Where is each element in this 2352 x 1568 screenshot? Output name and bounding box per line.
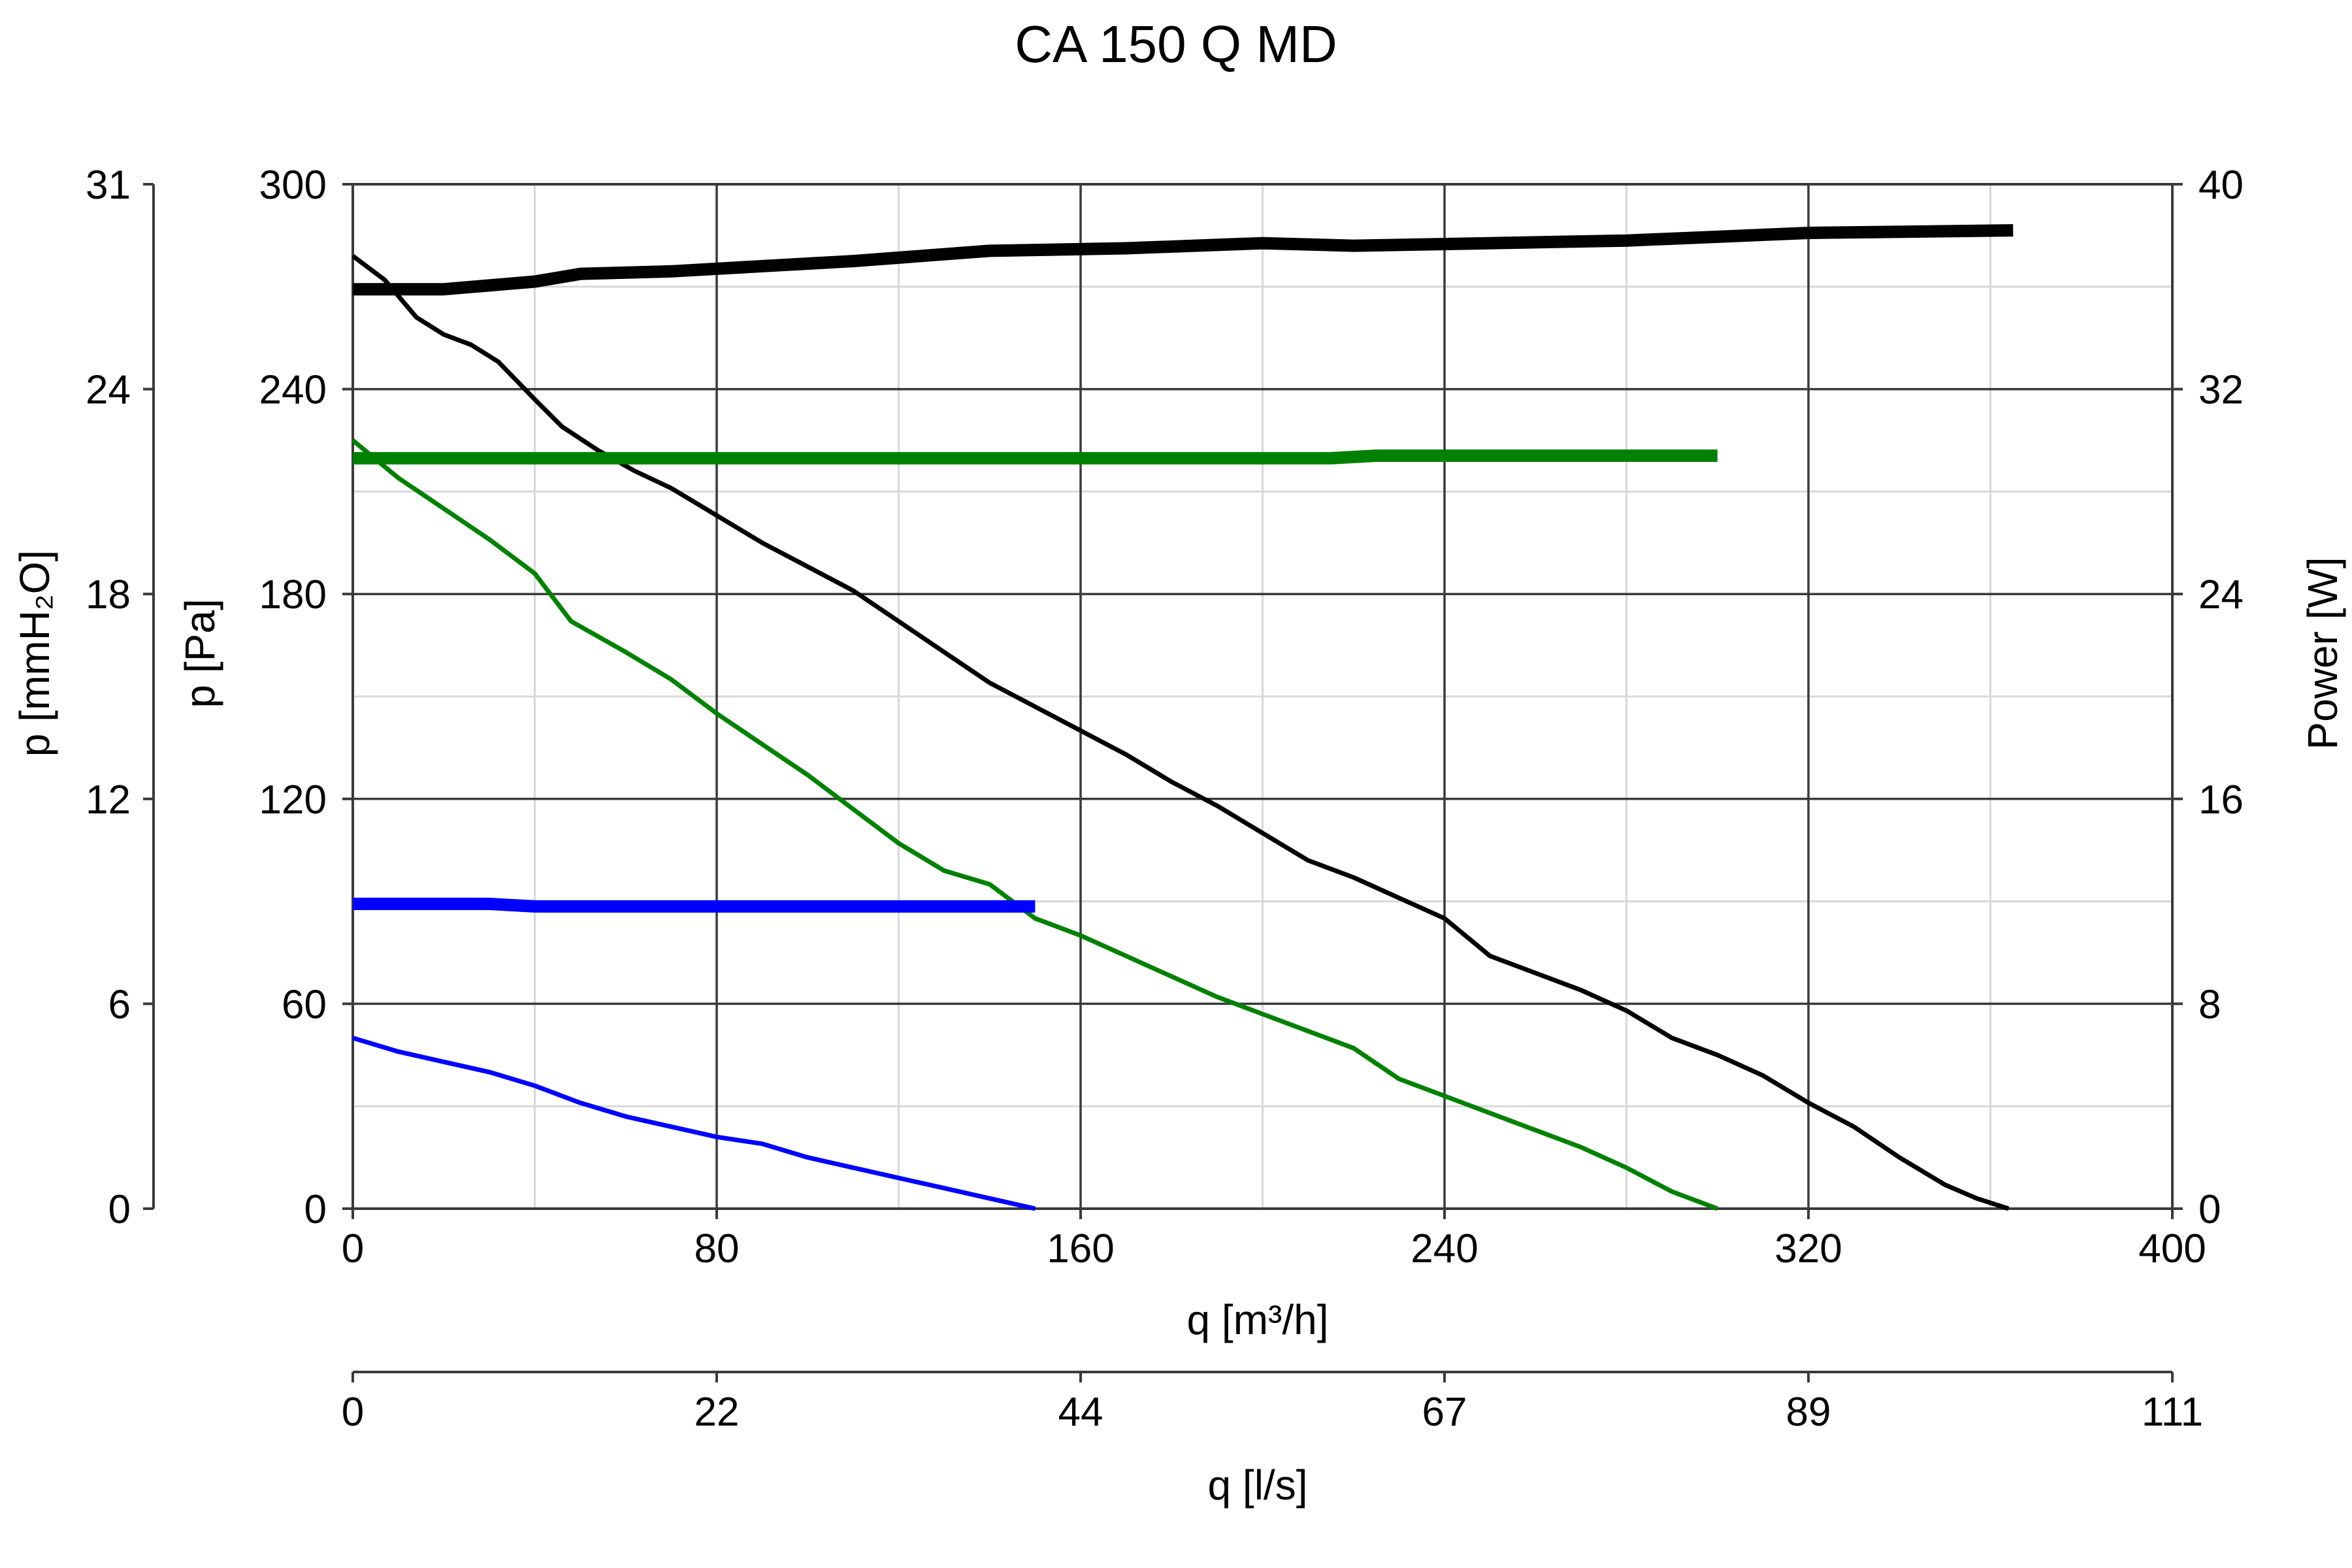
y2-tick-label: 12 [86,777,131,823]
x2-tick-label: 67 [1422,1390,1467,1435]
y2-tick-label: 24 [86,368,131,413]
plot-frame [351,183,2174,1210]
power-curve-5 [353,898,1036,913]
x-axis-label: q [m³/h] [1187,1296,1329,1343]
y-tick-label: 180 [259,572,327,617]
x-tick-label: 160 [1047,1226,1114,1271]
power-tick-label: 8 [2198,982,2221,1027]
x2-tick-label: 0 [342,1390,364,1435]
curves [351,224,2014,1211]
x-tick-label: 80 [694,1226,740,1271]
x2-tick-label: 44 [1058,1390,1103,1435]
major-grid [353,184,2172,1209]
power-tick-label: 0 [2198,1187,2221,1232]
power-tick-label: 40 [2198,163,2244,208]
y2-tick-label: 18 [86,572,131,617]
pressure-curve-0 [351,253,2010,1211]
y-tick-label: 60 [282,982,327,1027]
power-curve-3 [353,224,2014,296]
power-tick-label: 16 [2198,777,2244,823]
y-axis-label: p [Pa] [176,598,223,708]
y2-tick-label: 31 [86,163,131,208]
x2-tick-label: 22 [694,1390,740,1435]
pressure-curve-1 [351,438,1719,1211]
x-tick-label: 320 [1774,1226,1842,1271]
power-curve-4 [353,449,1718,465]
y2-tick-label: 6 [108,982,131,1027]
power-tick-label: 32 [2198,368,2244,413]
x-tick-label: 0 [342,1226,364,1271]
minor-grid [353,184,2172,1209]
x2-tick-label: 111 [2142,1390,2203,1435]
y2-tick-label: 0 [108,1187,131,1232]
y-tick-label: 240 [259,368,327,413]
y-tick-label: 120 [259,777,327,823]
power-axis-label: Power [W] [2299,557,2346,749]
y-tick-label: 300 [259,163,327,208]
pressure-curve-2 [351,1036,1036,1211]
chart-title: CA 150 Q MD [1015,15,1337,73]
x2-tick-label: 89 [1786,1390,1831,1435]
x2-axis-label: q [l/s] [1208,1462,1308,1509]
x-tick-label: 400 [2138,1226,2206,1271]
y2-axis-label: p [mmH₂O] [11,550,58,757]
power-tick-label: 24 [2198,572,2244,617]
x-tick-label: 240 [1411,1226,1478,1271]
y-tick-label: 0 [304,1187,327,1232]
